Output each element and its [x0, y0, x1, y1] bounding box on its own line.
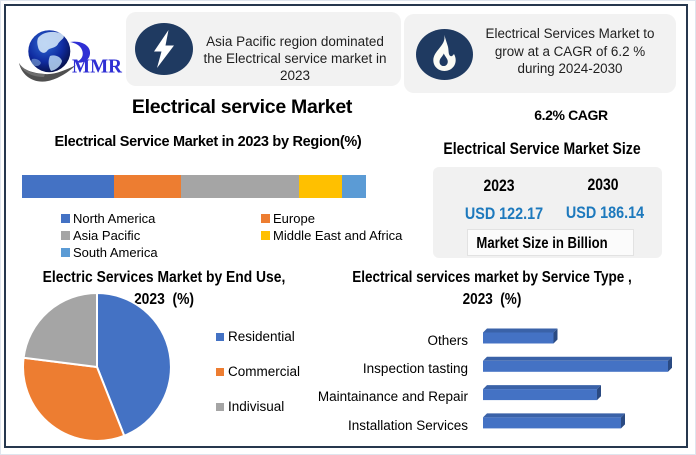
svg-text:MMR: MMR [72, 56, 123, 78]
